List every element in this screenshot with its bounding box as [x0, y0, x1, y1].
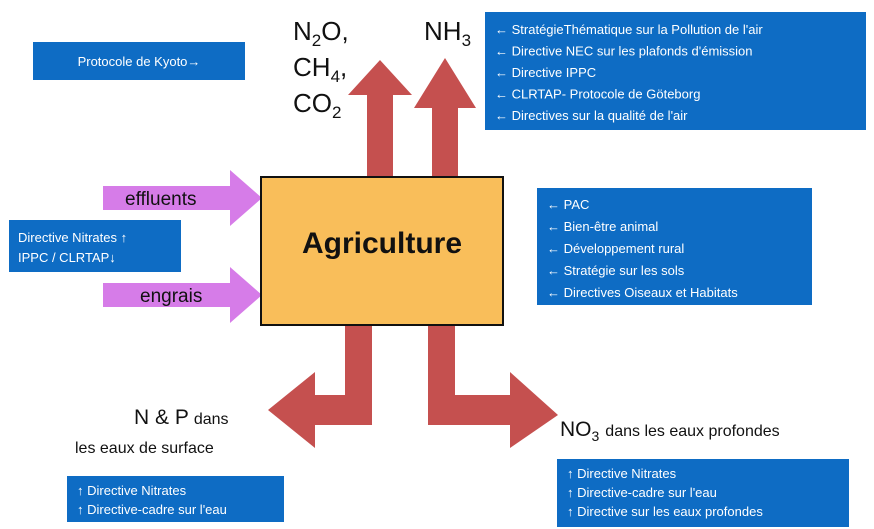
policy-text: ← StratégieThématique sur la Pollution d…	[495, 22, 763, 37]
arrow-ground	[428, 325, 558, 448]
output-label: les eaux de surface	[75, 440, 214, 457]
policy-text: ← Directives Oiseaux et Habitats	[547, 285, 738, 300]
gas: N2O,	[293, 16, 349, 50]
arrow-surface	[268, 325, 372, 448]
policy-text: ↑ Directive-cadre sur l'eau	[567, 485, 717, 500]
policy-text: ← Directive IPPC	[495, 65, 596, 80]
policy-text: ↑ Directive Nitrates	[77, 483, 187, 498]
gas: CO2	[293, 88, 341, 122]
policy-box	[33, 42, 245, 80]
policy-text: Directive Nitrates ↑	[18, 230, 127, 245]
policy-text: Protocole de Kyoto→	[78, 54, 201, 69]
policy-text: ← Directive NEC sur les plafonds d'émiss…	[495, 44, 753, 59]
output-label: NO3 dans les eaux profondes	[560, 418, 780, 444]
gas: NH3	[424, 16, 471, 50]
center-label: Agriculture	[302, 227, 462, 260]
gas: CH4,	[293, 52, 347, 86]
input-label: engrais	[140, 286, 202, 307]
policy-text: ← Stratégie sur les sols	[547, 263, 685, 278]
center-box	[260, 176, 504, 326]
policy-text: ← Directives sur la qualité de l'air	[495, 108, 688, 123]
policy-text: ← PAC	[547, 197, 589, 212]
policy-box	[485, 12, 866, 130]
flow-arrows	[268, 58, 558, 448]
policy-text: ← Bien-être animal	[547, 219, 658, 234]
policy-text: ↑ Directive Nitrates	[567, 466, 677, 481]
policy-text: ← Développement rural	[547, 241, 684, 256]
arrow-effluents	[103, 170, 262, 226]
policy-box	[557, 459, 849, 527]
policy-text: IPPC / CLRTAP↓	[18, 250, 116, 265]
policy-text: ← CLRTAP- Protocole de Göteborg	[495, 87, 700, 102]
gases: N2O, CH4, CO2 NH3	[293, 16, 471, 122]
policy-lists: ← StratégieThématique sur la Pollution d…	[18, 22, 763, 519]
arrow-up-ammonia	[414, 58, 476, 177]
arrow-engrais	[103, 267, 262, 323]
policy-text: ↑ Directive sur les eaux profondes	[567, 504, 763, 519]
arrow-up-gases	[348, 60, 412, 177]
policy-box	[9, 220, 181, 272]
policy-box	[537, 188, 812, 305]
policy-box	[67, 476, 284, 522]
input-label: effluents	[125, 189, 196, 210]
input-arrows	[103, 170, 262, 323]
policy-text: ↑ Directive-cadre sur l'eau	[77, 502, 227, 517]
